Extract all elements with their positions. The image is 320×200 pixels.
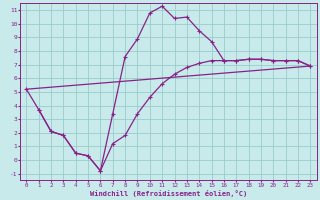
X-axis label: Windchill (Refroidissement éolien,°C): Windchill (Refroidissement éolien,°C) [90, 190, 247, 197]
